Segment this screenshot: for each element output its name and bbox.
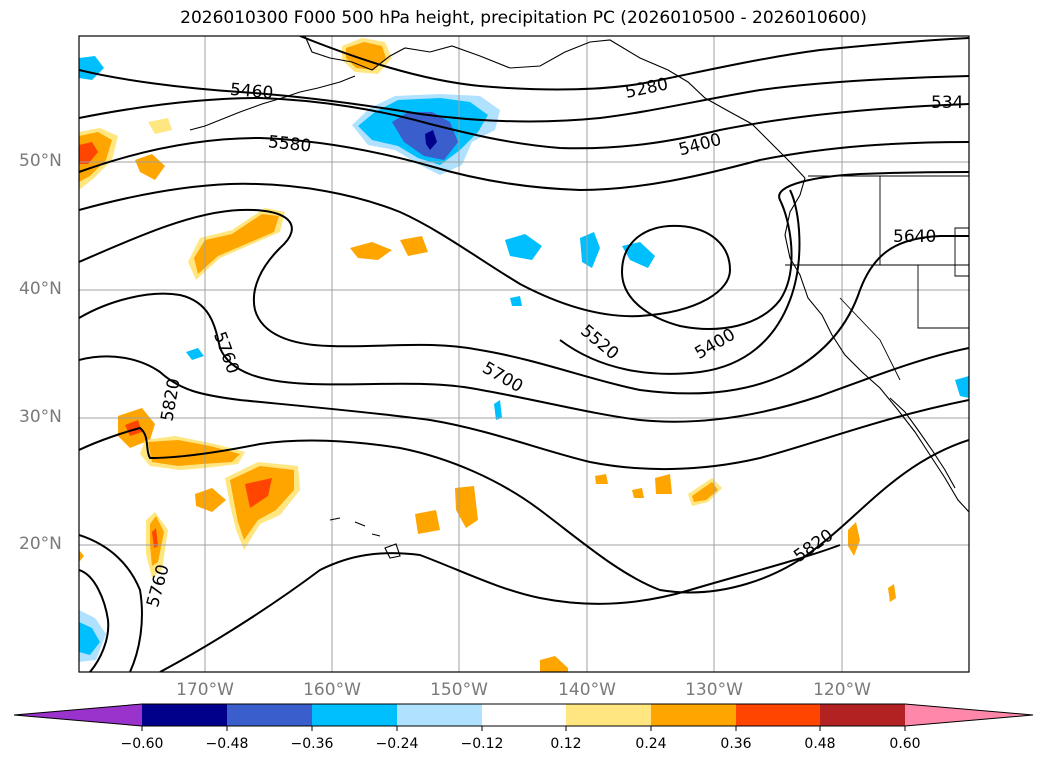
- contour-label: 5580: [267, 132, 312, 156]
- baja-california: [889, 397, 956, 489]
- state-borders: [785, 176, 969, 381]
- lat-label-20n: 20°N: [19, 534, 62, 554]
- colorbar-segment: [736, 704, 820, 726]
- height-contours: [79, 36, 969, 672]
- colorbar-segment: [312, 704, 397, 726]
- colorbar-tick-label: −0.12: [460, 736, 504, 752]
- colorbar-segment: [482, 704, 566, 726]
- colorbar-tick-label: −0.48: [205, 736, 249, 752]
- map-plot-area: 5460 5580 5280 5400 534 5640 5400 5520 5…: [79, 36, 969, 672]
- contour-label: 534: [931, 93, 963, 113]
- colorbar-tick-label: 0.36: [720, 736, 752, 752]
- colorbar-segment: [397, 704, 482, 726]
- aleutian-islands: [189, 75, 356, 131]
- north-america-coast: [784, 177, 969, 513]
- colorbar-tick-label: 0.24: [635, 736, 667, 752]
- colorbar-min-extend: [14, 704, 142, 726]
- lat-label-30n: 30°N: [19, 407, 62, 427]
- lon-label-120w: 120°W: [813, 680, 871, 700]
- contour-5580-north: [79, 136, 969, 192]
- lat-label-40n: 40°N: [19, 279, 62, 299]
- contour-5400-inner: [559, 189, 801, 375]
- contour-5880: [79, 534, 143, 672]
- contour-5340: [79, 69, 969, 123]
- contour-5640: [79, 208, 969, 395]
- colorbar-tick-label: −0.36: [290, 736, 334, 752]
- contour-5460: [79, 96, 969, 150]
- colorbar-segment: [651, 704, 736, 726]
- map-title: 2026010300 F000 500 hPa height, precipit…: [180, 8, 867, 28]
- colorbar: [13, 703, 1034, 731]
- lon-label-150w: 150°W: [430, 680, 488, 700]
- contour-5520-low: [79, 171, 969, 330]
- plot-frame: [78, 35, 970, 673]
- contour-label: 5460: [229, 80, 274, 104]
- colorbar-segment: [566, 704, 651, 726]
- colorbar-segment: [142, 704, 227, 726]
- contour-5280: [299, 36, 969, 91]
- colorbar-tick-label: −0.24: [375, 736, 419, 752]
- colorbar-max-extend: [905, 704, 1033, 726]
- lon-label-160w: 160°W: [303, 680, 361, 700]
- colorbar-tick-label: 0.48: [804, 736, 836, 752]
- contour-5760-sw: [79, 569, 110, 672]
- lon-label-130w: 130°W: [685, 680, 743, 700]
- contour-5880-south: [159, 544, 841, 672]
- colorbar-tick-label: 0.60: [889, 736, 921, 752]
- contour-label: 5640: [893, 227, 936, 247]
- lat-label-50n: 50°N: [19, 151, 62, 171]
- hawaii-islands: [329, 517, 401, 559]
- contour-5700: [79, 292, 969, 423]
- coastlines: [189, 36, 969, 559]
- contour-5820: [79, 426, 969, 594]
- colorbar-segment: [820, 704, 905, 726]
- contour-5760: [79, 355, 969, 471]
- alaska-coast: [304, 36, 806, 179]
- colorbar-segment: [227, 704, 312, 726]
- lon-label-140w: 140°W: [558, 680, 616, 700]
- colorbar-tick-label: 0.12: [550, 736, 582, 752]
- lon-label-170w: 170°W: [176, 680, 234, 700]
- colorbar-tick-label: −0.60: [120, 736, 164, 752]
